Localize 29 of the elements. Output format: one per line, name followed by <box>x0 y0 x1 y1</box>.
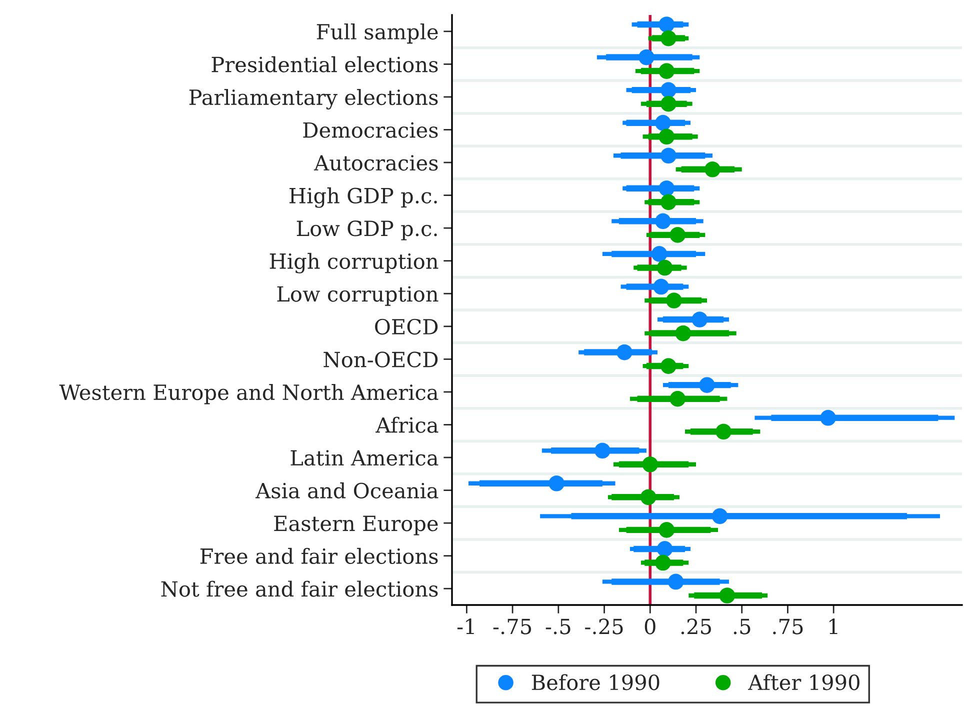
x-tick-label: 1 <box>829 618 838 634</box>
x-tick-label: -1 <box>457 618 474 634</box>
y-tick-label: Non-OECD <box>324 352 438 368</box>
y-tick-label: Free and fair elections <box>200 548 438 564</box>
legend-label: Before 1990 <box>532 674 660 690</box>
y-tick-label: High corruption <box>270 252 438 274</box>
y-tick-label: Not free and fair elections <box>161 580 438 597</box>
y-tick-label: Low corruption <box>277 286 438 306</box>
y-tick-label: High GDP p.c. <box>290 187 437 208</box>
y-tick-label: Low GDP p.c. <box>296 220 437 240</box>
y-tick-label: Full sample <box>316 23 438 44</box>
y-tick-label: Parliamentary elections <box>189 89 438 110</box>
y-tick-label: Presidential elections <box>212 56 438 72</box>
x-tick-label: .5 <box>734 618 750 634</box>
x-tick-label: .25 <box>681 618 711 634</box>
y-tick-label: Africa <box>376 416 438 433</box>
x-tick-label: -.75 <box>493 618 532 634</box>
x-tick-label: -.5 <box>546 618 570 634</box>
y-tick-label: Eastern Europe <box>274 516 438 536</box>
x-tick-label: -.25 <box>585 618 623 634</box>
y-tick-label: Western Europe and North America <box>59 384 438 404</box>
x-tick-label: 0 <box>644 618 656 634</box>
y-tick-label: Autocracies <box>314 155 438 171</box>
y-tick-label: Democracies <box>303 122 438 138</box>
y-tick-label: Asia and Oceania <box>255 482 438 498</box>
y-tick-label: Latin America <box>290 450 438 466</box>
y-tick-label: OECD <box>375 318 438 335</box>
x-tick-label: .75 <box>773 618 803 634</box>
legend-label: After 1990 <box>748 674 860 690</box>
